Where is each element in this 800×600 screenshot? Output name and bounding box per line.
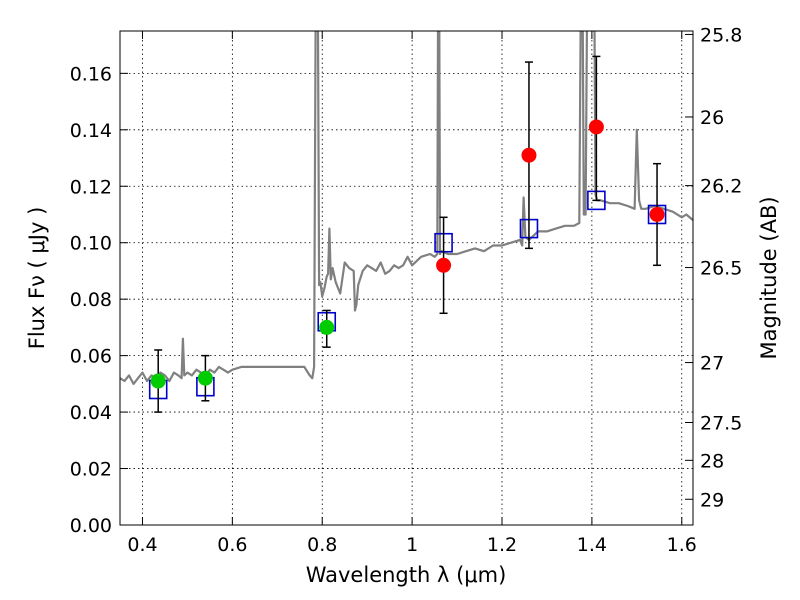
mag-tick-label: 28 (700, 450, 724, 472)
x-tick-label: 1.4 (577, 534, 607, 556)
mag-tick-label: 26.2 (700, 176, 742, 198)
x-tick-label: 0.8 (307, 534, 337, 556)
tick-labels: 0.4 0.6 0.8 1 1.2 1.4 1.6 0.00 0.02 0.04 0.06 0.08 0… (70, 24, 743, 556)
observed-photometry-point (319, 319, 335, 335)
observed-photometry-point (588, 119, 604, 135)
y-tick-label: 0.00 (70, 515, 112, 537)
y-tick-label: 0.12 (70, 176, 112, 198)
mag-tick-label: 25.8 (700, 24, 742, 46)
observed-photometry-point (150, 373, 166, 389)
y-tick-label: 0.14 (70, 120, 112, 142)
mag-tick-label: 27 (700, 353, 724, 375)
plot-frame (119, 30, 694, 526)
y-tick-label: 0.06 (70, 346, 112, 368)
x-tick-label: 1.2 (487, 534, 517, 556)
observed-photometry-point (521, 147, 537, 163)
y-tick-label: 0.04 (70, 402, 112, 424)
observed-photometry-series (150, 55, 665, 413)
x-tick-label: 0.4 (127, 534, 157, 556)
y-axis-title: Flux Fν ( μJy ) (25, 207, 49, 350)
x-tick-label: 0.6 (217, 534, 247, 556)
mag-tick-label: 26.5 (700, 258, 742, 280)
x-tick-label: 1 (406, 534, 418, 556)
y-tick-label: 0.02 (70, 459, 112, 481)
model-photometry-series (148, 190, 667, 400)
mag-tick-label: 29 (700, 489, 724, 511)
spectrum-line (120, 31, 693, 385)
x-axis-title: Wavelength λ (μm) (306, 563, 507, 587)
y-tick-label: 0.10 (70, 233, 112, 255)
observed-photometry-point (649, 206, 665, 222)
mag-tick-label: 26 (700, 107, 724, 129)
y-axis-right-title: Magnitude (AB) (757, 196, 781, 359)
y-tick-label: 0.08 (70, 289, 112, 311)
x-tick-label: 1.6 (667, 534, 697, 556)
observed-photometry-point (197, 370, 213, 386)
grid-lines (120, 31, 693, 526)
y-tick-label: 0.16 (70, 63, 112, 85)
axis-ticks (120, 31, 693, 526)
plot-area (120, 31, 693, 413)
mag-tick-label: 27.5 (700, 413, 742, 435)
observed-photometry-point (436, 257, 452, 273)
